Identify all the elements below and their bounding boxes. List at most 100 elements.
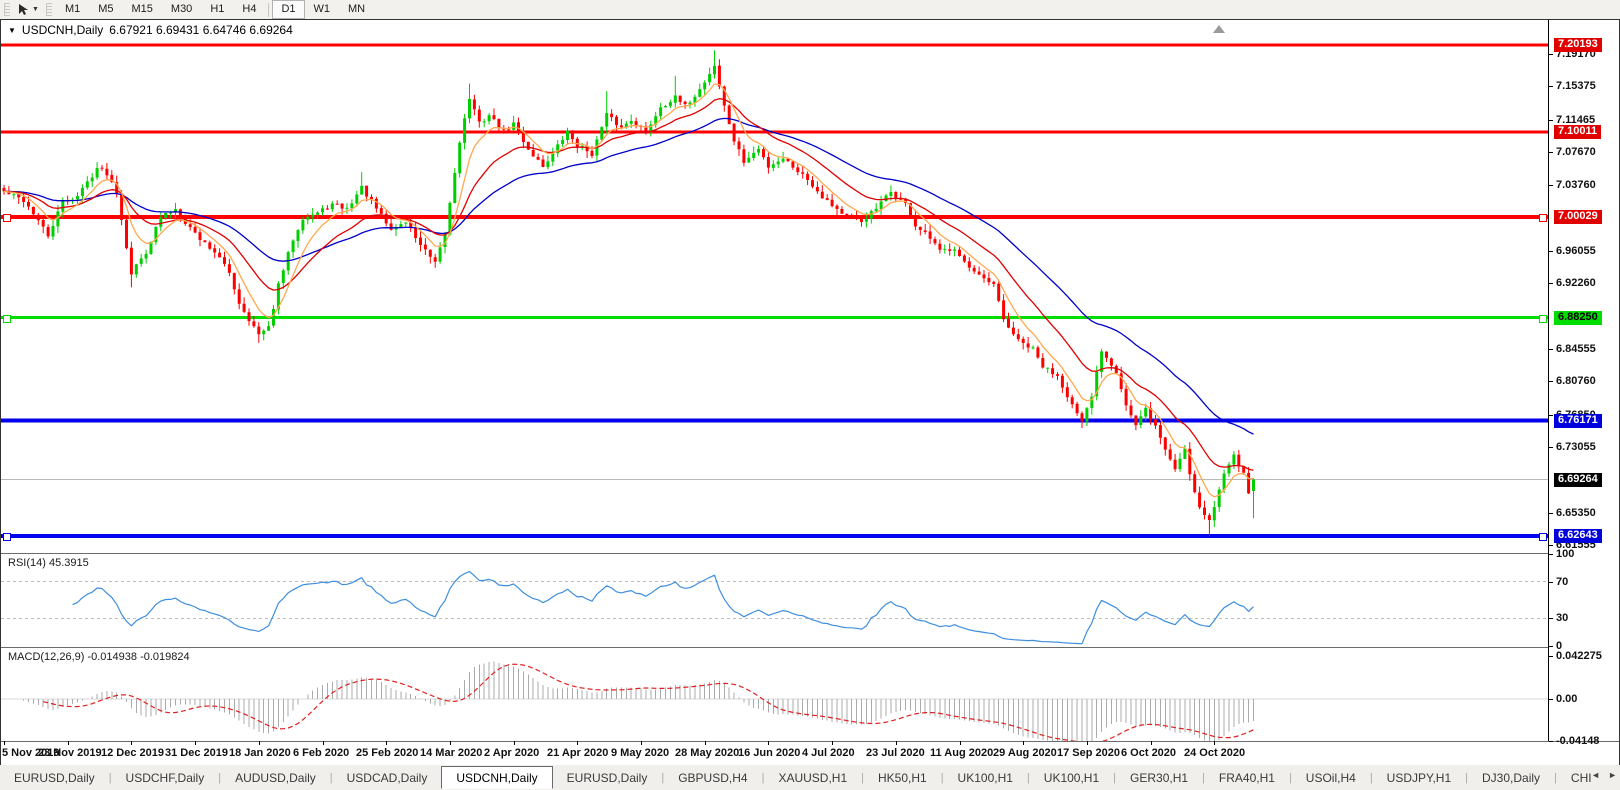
chart-tab-usdjpy-h1[interactable]: USDJPY,H1: [1386, 770, 1452, 785]
tab-scroll-right-button[interactable]: ►: [1608, 770, 1617, 780]
ma-slow-line: [3, 117, 1254, 435]
date-tick-label: 5 Nov 2019: [2, 747, 60, 759]
tab-separator: |: [329, 771, 333, 784]
price-axis[interactable]: 7.19170 7.15375 7.11465 7.07670 7.03760 6.960…: [1549, 20, 1619, 747]
price-level-badge: 6.62643: [1554, 529, 1602, 543]
date-axis[interactable]: 5 Nov 2019 23 Nov 2019 12 Dec 2019 31 Dec 2…: [1, 741, 1548, 765]
chart-tab-xauusd-h1[interactable]: XAUUSD,H1: [778, 770, 848, 785]
price-level-badge: 6.88250: [1554, 311, 1602, 325]
date-tick-label: 28 May 2020: [675, 747, 740, 759]
date-tick-mark: [960, 741, 961, 745]
axis-tick-mark: [1549, 512, 1553, 514]
top-toolbar: ▼ M1 M5 M15 M30 H1 H4 D1 W1 MN: [0, 0, 1620, 20]
macd-tick-label: -0.04148: [1549, 735, 1599, 747]
axis-tick-mark: [1549, 348, 1553, 350]
chart-tab-audusd-daily[interactable]: AUDUSD,Daily: [235, 770, 316, 785]
timeframe-button-m1[interactable]: M1: [64, 3, 81, 15]
macd-pane[interactable]: [1, 648, 1619, 741]
timeframe-button-m30[interactable]: M30: [170, 3, 193, 15]
chart-tab-gbpusd-h4[interactable]: GBPUSD,H4: [678, 770, 748, 785]
date-tick-mark: [259, 741, 260, 745]
axis-tick-mark: [1549, 184, 1553, 186]
date-tick-label: 16 Jun 2020: [738, 747, 801, 759]
chart-tab-bar: EURUSD,Daily | USDCHF,Daily | AUDUSD,Daily | U…: [0, 765, 1620, 790]
price-tick-label: 7.03760: [1549, 179, 1596, 191]
price-tick-label: 7.15375: [1549, 80, 1596, 92]
ma-fast-line: [3, 83, 1254, 498]
chart-tab-fra40-h1[interactable]: FRA40,H1: [1218, 770, 1275, 785]
line-drag-handle[interactable]: [3, 315, 11, 323]
rsi-line: [72, 570, 1254, 645]
tab-separator: |: [1369, 771, 1373, 784]
date-tick-label: 12 Dec 2019: [101, 747, 164, 759]
date-tick-label: 18 Jan 2020: [229, 747, 291, 759]
pane-divider[interactable]: [1, 741, 1619, 742]
date-tick-mark: [1151, 741, 1152, 745]
line-drag-handle[interactable]: [3, 533, 11, 541]
tab-separator: |: [1113, 771, 1117, 784]
chart-tab-uk100-h1[interactable]: UK100,H1: [1043, 770, 1100, 785]
chart-tab-dj30-daily[interactable]: DJ30,Daily: [1482, 770, 1541, 785]
rsi-tick-label: 30: [1549, 612, 1568, 624]
price-level-badge: 7.00029: [1554, 210, 1602, 224]
date-tick-label: 23 Nov 2019: [38, 747, 102, 759]
line-drag-handle[interactable]: [1539, 315, 1547, 323]
date-tick-mark: [832, 741, 833, 745]
timeframe-button-m5[interactable]: M5: [98, 3, 114, 15]
axis-tick-mark: [1549, 53, 1553, 55]
axis-tick-mark: [1549, 151, 1553, 153]
axis-tick-mark: [1549, 446, 1553, 448]
toolbar-grip[interactable]: [4, 3, 10, 16]
ma-mid-line: [3, 98, 1254, 471]
chart-tabs: EURUSD,Daily | USDCHF,Daily | AUDUSD,Daily | U…: [0, 765, 1592, 790]
timeframe-button-w1[interactable]: W1: [313, 3, 331, 15]
tab-scroll-left-button[interactable]: ◄: [1591, 770, 1601, 780]
date-tick-label: 23 Jul 2020: [866, 747, 925, 759]
timeframe-button-h4[interactable]: H4: [242, 3, 257, 15]
pane-divider[interactable]: [1, 647, 1619, 648]
chart-tab-usdcnh-daily[interactable]: USDCNH,Daily: [441, 765, 553, 789]
timeframe-button-d1[interactable]: D1: [272, 0, 305, 19]
date-tick-label: 14 Mar 2020: [420, 747, 483, 759]
timeframe-button-h1[interactable]: H1: [210, 3, 225, 15]
tab-separator: |: [218, 771, 222, 784]
date-tick-mark: [1023, 741, 1024, 745]
date-tick-mark: [896, 741, 897, 745]
macd-tick-label: 0.042275: [1549, 650, 1602, 662]
pane-divider[interactable]: [1, 553, 1619, 554]
date-tick-mark: [68, 741, 69, 745]
rsi-tick-label: 70: [1549, 576, 1568, 588]
price-tick-label: 6.84555: [1549, 343, 1596, 355]
chart-tab-usoil-h4[interactable]: USOil,H4: [1305, 770, 1356, 785]
line-drag-handle[interactable]: [1539, 533, 1547, 541]
price-level-badge: 7.20193: [1554, 38, 1602, 52]
chart-tab-ger30-h1[interactable]: GER30,H1: [1130, 770, 1189, 785]
chart-tab-eurusd-daily[interactable]: EURUSD,Daily: [566, 770, 648, 785]
cursor-icon: [19, 4, 28, 15]
chart-tab-usdcad-daily[interactable]: USDCAD,Daily: [346, 770, 428, 785]
chart-tab-usdchf-daily[interactable]: USDCHF,Daily: [125, 770, 205, 785]
chart-tab-eurusd-daily[interactable]: EURUSD,Daily: [14, 770, 95, 785]
price-tick-label: 6.73055: [1549, 441, 1596, 453]
chart-tab-china300-h1[interactable]: CHINA300,H1: [1570, 770, 1592, 785]
toolbar-grip[interactable]: [45, 3, 52, 16]
rsi-pane[interactable]: [1, 554, 1619, 647]
axis-tick-mark: [1549, 414, 1553, 416]
chart-tab-uk100-h1[interactable]: UK100,H1: [957, 770, 1013, 785]
line-drag-handle[interactable]: [3, 214, 11, 222]
line-drag-handle[interactable]: [1539, 214, 1547, 222]
price-tick-label: 6.96055: [1549, 245, 1596, 257]
macd-label: MACD(12,26,9) -0.014938 -0.019824: [8, 651, 190, 663]
price-tick-label: 6.65350: [1549, 507, 1596, 519]
timeframe-button-mn[interactable]: MN: [348, 3, 366, 15]
main-price-pane[interactable]: [1, 20, 1619, 554]
date-tick-label: 6 Oct 2020: [1121, 747, 1177, 759]
chart-tab-hk50-h1[interactable]: HK50,H1: [877, 770, 927, 785]
date-tick-mark: [1087, 741, 1088, 745]
chart-shift-marker[interactable]: [1213, 25, 1225, 33]
chart-title: ▼ USDCNH,Daily 6.67921 6.69431 6.64746 6…: [8, 23, 293, 37]
tab-separator: |: [1202, 771, 1205, 784]
cursor-tool-button[interactable]: ▼: [14, 1, 42, 18]
chevron-down-icon: ▼: [32, 6, 39, 13]
timeframe-button-m15[interactable]: M15: [131, 3, 153, 15]
